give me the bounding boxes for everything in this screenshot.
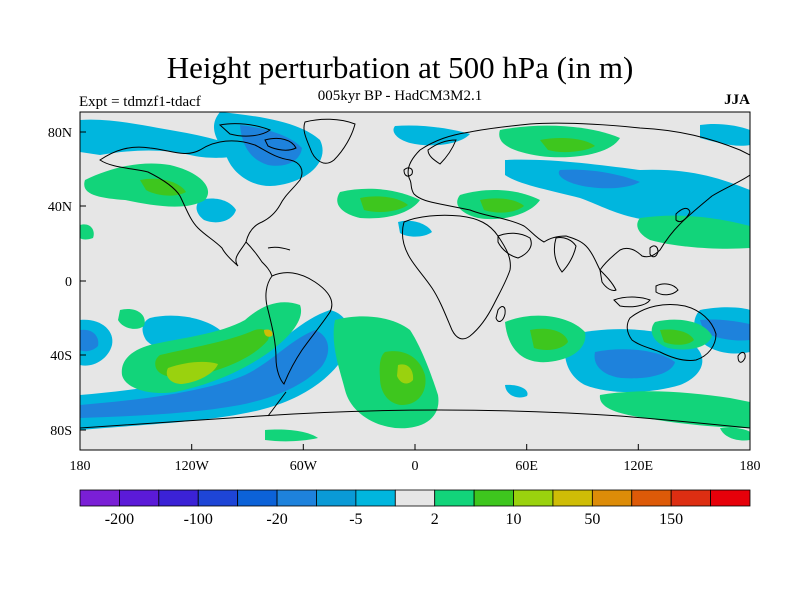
colorbar-swatch bbox=[710, 489, 751, 507]
colorbar-swatch bbox=[513, 489, 554, 507]
colorbar-label: 2 bbox=[431, 511, 439, 528]
experiment-label: Expt = tdmzf1-tdacf bbox=[79, 94, 201, 110]
colorbar-label: -5 bbox=[349, 511, 362, 528]
longitude-labels: 180 120W 60W 0 60E 120E 180 bbox=[70, 459, 761, 474]
colorbar-swatch bbox=[237, 489, 278, 507]
colorbar-swatch bbox=[276, 489, 317, 507]
colorbar-label: -200 bbox=[105, 511, 134, 528]
lon-label: 120E bbox=[624, 459, 654, 474]
positive-anomaly-high bbox=[166, 361, 414, 384]
colorbar-label: 50 bbox=[584, 511, 600, 528]
map-field bbox=[80, 112, 750, 450]
colorbar-swatch bbox=[355, 489, 396, 507]
colorbar-swatch bbox=[591, 489, 633, 507]
colorbar-label: -20 bbox=[266, 511, 287, 528]
chart-title: Height perturbation at 500 hPa (in m) bbox=[166, 50, 634, 85]
axis-ticks bbox=[79, 131, 751, 450]
colorbar-swatch bbox=[631, 489, 672, 507]
colorbar-swatch bbox=[434, 489, 475, 507]
lat-label: 40N bbox=[48, 200, 72, 215]
lat-label: 40S bbox=[50, 349, 72, 364]
colorbar-swatch bbox=[394, 489, 436, 507]
latitude-labels: 80N 40N 0 40S 80S bbox=[48, 126, 72, 439]
colorbar-label: 10 bbox=[506, 511, 522, 528]
lon-label: 0 bbox=[412, 459, 419, 474]
lon-label: 180 bbox=[70, 459, 91, 474]
colorbar-swatch bbox=[158, 489, 199, 507]
colorbar-label: -100 bbox=[184, 511, 213, 528]
colorbar-swatch bbox=[670, 489, 711, 507]
colorbar-swatch bbox=[119, 489, 160, 507]
colorbar-swatch bbox=[552, 489, 593, 507]
lon-label: 60W bbox=[290, 459, 318, 474]
chart-subtitle: 005kyr BP - HadCM3M2.1 bbox=[317, 88, 483, 104]
lat-label: 80S bbox=[50, 424, 72, 439]
lat-label: 80N bbox=[48, 126, 72, 141]
lon-label: 120W bbox=[175, 459, 210, 474]
lon-label: 60E bbox=[515, 459, 538, 474]
negative-anomaly-mid bbox=[80, 125, 750, 418]
colorbar-labels: -200 -100 -20 -5 2 10 50 150 bbox=[105, 511, 683, 528]
colorbar-swatch bbox=[79, 489, 120, 507]
colorbar-label: 150 bbox=[659, 511, 683, 528]
colorbar-swatch bbox=[473, 489, 514, 507]
season-label: JJA bbox=[724, 92, 750, 108]
lon-label: 180 bbox=[740, 459, 761, 474]
lat-label: 0 bbox=[65, 275, 72, 290]
coastlines bbox=[80, 118, 750, 429]
colorbar-swatch bbox=[316, 489, 357, 507]
colorbar-swatch bbox=[197, 489, 239, 507]
colorbar bbox=[79, 489, 751, 507]
positive-anomaly-peak bbox=[264, 329, 273, 337]
